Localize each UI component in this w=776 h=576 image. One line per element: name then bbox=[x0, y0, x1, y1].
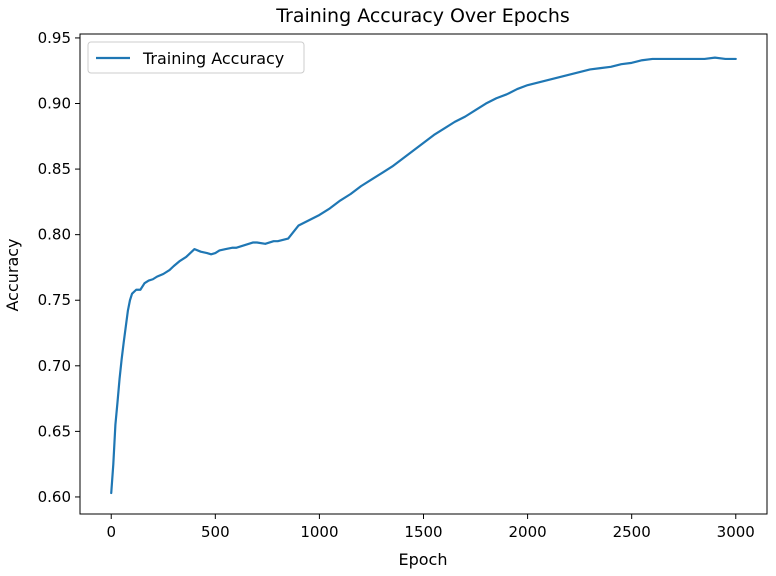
chart-title: Training Accuracy Over Epochs bbox=[275, 5, 570, 27]
legend-box bbox=[87, 41, 305, 74]
x-tick-label: 500 bbox=[201, 523, 230, 541]
legend-label: Training Accuracy bbox=[142, 49, 284, 68]
y-tick-label: 0.65 bbox=[38, 422, 71, 440]
x-axis-label: Epoch bbox=[399, 550, 448, 569]
x-axis-ticks: 0 500 1000 1500 2000 2500 3000 bbox=[106, 514, 755, 541]
y-tick-label: 0.60 bbox=[38, 488, 71, 506]
y-tick-label: 0.75 bbox=[38, 291, 71, 309]
y-axis-ticks: 0.60 0.65 0.70 0.75 0.80 0.85 0.90 0.95 bbox=[38, 29, 80, 506]
x-tick-label: 3000 bbox=[717, 523, 755, 541]
y-tick-label: 0.85 bbox=[38, 160, 71, 178]
plot-area bbox=[80, 34, 767, 514]
y-axis-label: Accuracy bbox=[3, 238, 22, 311]
x-tick-label: 0 bbox=[106, 523, 116, 541]
series-line bbox=[110, 56, 737, 495]
x-tick-label: 1000 bbox=[300, 523, 338, 541]
series-layer bbox=[110, 56, 737, 495]
x-tick-label: 2000 bbox=[508, 523, 546, 541]
plot-background bbox=[80, 34, 767, 514]
x-tick-label: 2500 bbox=[613, 523, 651, 541]
y-tick-label: 0.95 bbox=[38, 29, 71, 47]
x-tick-label: 1500 bbox=[404, 523, 442, 541]
y-tick-label: 0.80 bbox=[38, 226, 71, 244]
y-tick-label: 0.90 bbox=[38, 95, 71, 113]
legend: Training Accuracy bbox=[87, 41, 305, 74]
y-tick-label: 0.70 bbox=[38, 357, 71, 375]
